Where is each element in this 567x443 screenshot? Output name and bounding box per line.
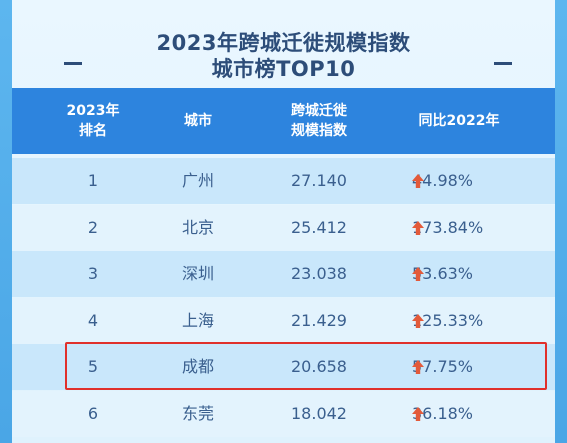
yoy-cell: 36.18%: [412, 403, 474, 423]
table-row: 4 上海 21.429 125.33%: [12, 297, 555, 344]
table-row: 1 广州 27.140 44.98%: [12, 158, 555, 204]
city-cell: 北京: [181, 217, 214, 237]
index-cell: 27.140: [291, 171, 347, 190]
up-arrow-icon: [412, 360, 424, 374]
index-cell: 23.038: [291, 264, 347, 283]
yoy-cell: 57.75%: [412, 357, 474, 376]
up-arrow-icon: [412, 313, 424, 328]
table-row: 3 深圳 23.038 53.63%: [12, 251, 555, 297]
title-sub: 城市榜TOP10: [211, 57, 356, 81]
rank-cell: 1: [87, 171, 99, 190]
index-cell: 18.042: [291, 403, 347, 423]
header-index: 跨城迁徙 规模指数: [264, 101, 374, 141]
index-cell: 21.429: [291, 310, 347, 330]
header-rank-line1: 2023年: [66, 103, 120, 119]
city-cell: 上海: [181, 310, 214, 330]
index-cell: 25.412: [291, 217, 347, 237]
city-cell: 东莞: [181, 403, 214, 423]
title-dash-right: [494, 62, 512, 65]
up-arrow-icon: [412, 220, 424, 235]
header-index-line2: 规模指数: [291, 123, 347, 139]
up-arrow-icon: [412, 406, 424, 421]
title-block: 2023年跨城迁徙规模指数 城市榜TOP10: [12, 18, 555, 88]
yoy-cell: 44.98%: [412, 171, 474, 190]
up-arrow-icon: [412, 267, 424, 281]
table-row: 2 北京 25.412 173.84%: [12, 204, 555, 251]
table-row: 6 东莞 18.042 36.18%: [12, 390, 555, 437]
header-index-line1: 跨城迁徙: [291, 103, 347, 119]
table-row: 5 成都 20.658 57.75%: [12, 344, 555, 390]
title-main: 2023年跨城迁徙规模指数: [156, 31, 411, 55]
up-arrow-icon: [412, 174, 424, 188]
index-cell: 20.658: [291, 357, 347, 376]
highlight-box: [65, 342, 547, 390]
header-rank: 2023年 排名: [38, 101, 148, 141]
rank-cell: 4: [87, 310, 99, 330]
rank-cell: 5: [87, 357, 99, 376]
yoy-cell: 125.33%: [412, 310, 484, 330]
rank-cell: 2: [87, 217, 99, 237]
yoy-cell: 53.63%: [412, 264, 474, 283]
title-dash-left: [64, 62, 82, 65]
city-cell: 广州: [181, 171, 214, 190]
table-header: 2023年 排名 城市 跨城迁徙 规模指数 同比2022年: [12, 88, 555, 154]
header-rank-line2: 排名: [79, 123, 107, 139]
yoy-cell: 173.84%: [412, 217, 484, 237]
rank-cell: 6: [87, 403, 99, 423]
city-cell: 成都: [181, 357, 214, 376]
rank-cell: 3: [87, 264, 99, 283]
header-city: 城市: [184, 113, 212, 129]
city-cell: 深圳: [181, 264, 214, 283]
header-yoy: 同比2022年: [418, 113, 500, 129]
